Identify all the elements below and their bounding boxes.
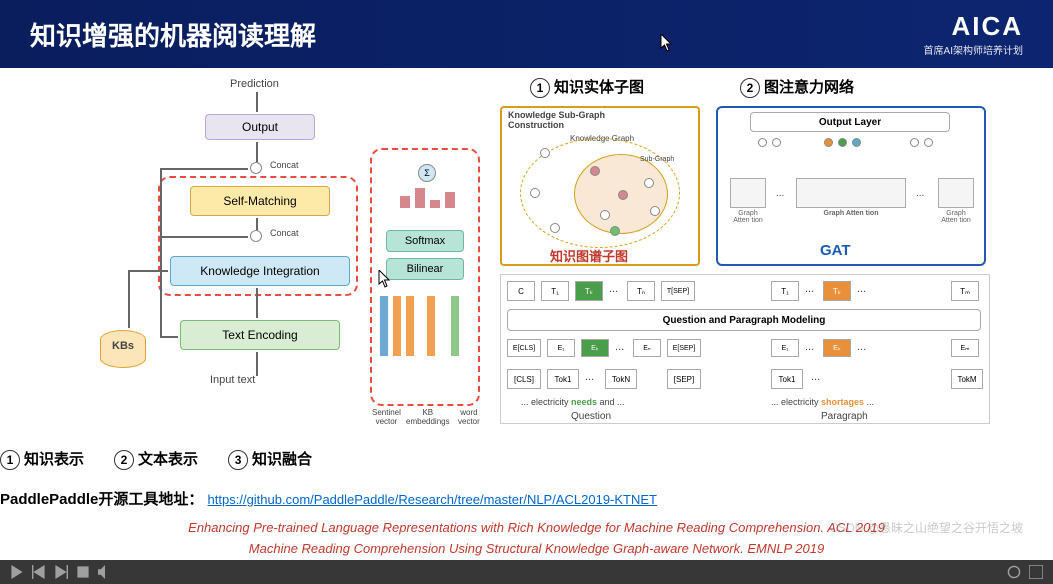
source-label: PaddlePaddle开源工具地址： — [0, 491, 203, 508]
arrow — [160, 168, 248, 170]
concat-label: Concat — [270, 160, 299, 170]
gat-col-3: Graph Atten tion — [938, 178, 974, 224]
slide: 知识增强的机器阅读理解 AICA 首席AI架构师培养计划 Prediction … — [0, 0, 1053, 560]
gat-col-main: Graph Atten tion — [796, 178, 906, 217]
arrow — [128, 270, 130, 328]
arrow — [256, 288, 258, 318]
arrow — [160, 336, 178, 338]
output-box: Output — [205, 114, 315, 140]
self-matching-box: Self-Matching — [190, 186, 330, 216]
header: 知识增强的机器阅读理解 AICA 首席AI架构师培养计划 — [0, 0, 1053, 68]
arrow — [256, 92, 258, 112]
arrow — [128, 270, 168, 272]
kg-annotation: 知识图谱子图 — [550, 246, 628, 265]
concat-node — [250, 162, 262, 174]
output-layer-box: Output Layer — [750, 112, 950, 132]
volume-icon[interactable] — [98, 565, 112, 579]
sentinel-label: Sentinel vector — [372, 408, 401, 426]
qp-modeling-box: Question and Paragraph Modeling — [507, 309, 981, 331]
slide-title: 知识增强的机器阅读理解 — [30, 16, 316, 53]
softmax-box: Softmax — [386, 230, 464, 252]
logo-text: AICA — [924, 11, 1023, 42]
play-icon[interactable] — [10, 565, 24, 579]
prev-icon[interactable] — [32, 565, 46, 579]
input-text-label: Input text — [210, 374, 255, 386]
kbs-label: KBs — [112, 340, 134, 352]
word-vec-label: word vector — [458, 408, 480, 426]
settings-icon[interactable] — [1007, 565, 1021, 579]
content-area: Prediction Output Concat Self-Matching C… — [0, 68, 1053, 560]
heading-2: 2图注意力网络 — [740, 76, 854, 98]
logo: AICA 首席AI架构师培养计划 — [924, 11, 1023, 57]
sigma-node: Σ — [418, 164, 436, 182]
arrow — [256, 352, 258, 376]
knowledge-integration-box: Knowledge Integration — [170, 256, 350, 286]
arrow — [160, 168, 162, 336]
gat-annotation: GAT — [820, 242, 851, 259]
watermark: CSDN @愚昧之山绝望之谷开悟之坡 — [829, 519, 1023, 536]
qp-panel: C T₁ Tₖ ... Tₙ T[SEP] T₁ ... Tₖ ... Tₘ Q… — [500, 274, 990, 424]
concat-label-2: Concat — [270, 228, 299, 238]
kg-title: Knowledge Sub-Graph Construction — [508, 110, 605, 130]
bilinear-box: Bilinear — [386, 258, 464, 280]
text-encoding-box: Text Encoding — [180, 320, 340, 350]
source-link[interactable]: https://github.com/PaddlePaddle/Research… — [208, 492, 657, 507]
concat-node-2 — [250, 230, 262, 242]
footer-labels: 1知识表示 2文本表示 3知识融合 — [0, 448, 312, 470]
dist-bars — [400, 188, 455, 208]
source-line: PaddlePaddle开源工具地址： https://github.com/P… — [0, 488, 657, 509]
player-bar[interactable] — [0, 560, 1053, 584]
next-icon[interactable] — [54, 565, 68, 579]
subgraph-label: Sub-Graph — [640, 156, 674, 163]
fullscreen-icon[interactable] — [1029, 565, 1043, 579]
citation-2: Machine Reading Comprehension Using Stru… — [60, 539, 1013, 560]
left-diagram: Prediction Output Concat Self-Matching C… — [40, 78, 480, 438]
embedding-bars — [380, 296, 459, 356]
stop-icon[interactable] — [76, 565, 90, 579]
kb-emb-label: KB embeddings — [406, 408, 450, 426]
right-diagram: 1知识实体子图 2图注意力网络 Knowledge Sub-Graph Cons… — [500, 78, 1000, 438]
logo-subtitle: 首席AI架构师培养计划 — [924, 42, 1023, 57]
heading-1: 1知识实体子图 — [530, 76, 644, 98]
arrow — [160, 236, 248, 238]
gat-col-1: Graph Atten tion — [730, 178, 766, 224]
prediction-label: Prediction — [230, 78, 279, 90]
diagram-area: Prediction Output Concat Self-Matching C… — [40, 78, 1013, 438]
